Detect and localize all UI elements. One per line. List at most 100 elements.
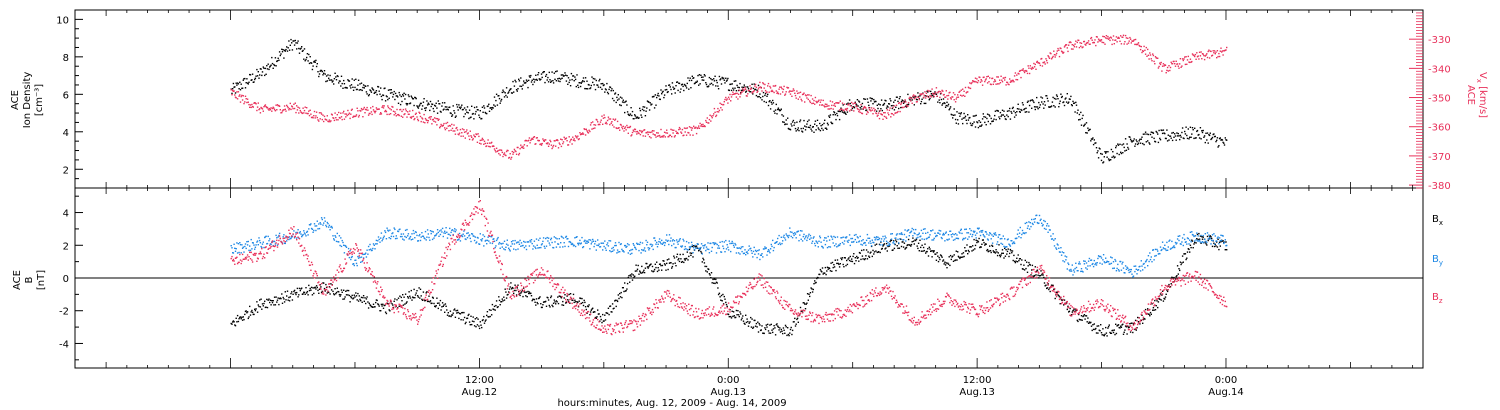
top-point xyxy=(511,150,513,153)
top-point xyxy=(836,114,839,117)
bottom-point xyxy=(399,295,401,297)
bottom-point xyxy=(1063,304,1065,306)
top-point xyxy=(473,106,476,109)
bottom-point xyxy=(428,295,430,297)
top-point xyxy=(1125,37,1128,39)
top-point xyxy=(248,81,250,83)
bottom-point xyxy=(495,304,497,307)
bottom-point xyxy=(849,255,851,258)
top-point xyxy=(629,125,632,128)
bottom-point xyxy=(1218,248,1220,251)
bottom-point xyxy=(477,237,479,239)
top-point xyxy=(535,143,537,145)
bottom-point xyxy=(532,298,535,301)
top-point xyxy=(920,100,923,103)
top-point xyxy=(954,114,956,116)
bottom-point xyxy=(628,275,630,277)
top-point xyxy=(952,96,954,98)
top-point xyxy=(445,108,447,111)
top-point xyxy=(799,96,801,98)
bottom-point xyxy=(525,291,528,293)
top-point xyxy=(276,60,279,62)
bottom-point xyxy=(429,301,431,303)
top-point xyxy=(641,108,644,111)
top-point xyxy=(733,80,735,82)
top-point xyxy=(757,84,760,87)
bottom-point xyxy=(868,256,871,258)
bottom-point xyxy=(355,259,357,261)
bottom-point xyxy=(777,326,780,328)
top-point xyxy=(848,99,851,101)
x-tick-label: Aug.13 xyxy=(711,387,746,398)
bottom-point xyxy=(555,303,557,305)
top-point xyxy=(919,95,921,97)
top-point xyxy=(269,66,271,68)
top-point xyxy=(839,110,841,113)
top-right-tick-label: -330 xyxy=(1428,35,1451,46)
top-point xyxy=(785,91,787,93)
bottom-point xyxy=(374,306,376,308)
bottom-point xyxy=(276,237,278,239)
top-point xyxy=(705,82,707,84)
top-point xyxy=(1003,110,1005,112)
top-point xyxy=(386,96,388,98)
bottom-point xyxy=(708,273,711,275)
top-point xyxy=(420,120,422,123)
top-point xyxy=(990,117,992,120)
bottom-point xyxy=(355,295,358,297)
top-point xyxy=(960,89,962,91)
bottom-point xyxy=(761,325,763,327)
top-point xyxy=(1046,59,1048,62)
bottom-point xyxy=(250,311,252,313)
top-point xyxy=(833,111,835,113)
bottom-point xyxy=(1180,263,1182,266)
top-point xyxy=(294,102,296,104)
bottom-point xyxy=(1036,269,1039,271)
top-point xyxy=(1137,143,1139,146)
top-point xyxy=(495,151,497,153)
top-point xyxy=(491,141,493,144)
bottom-point xyxy=(298,287,301,290)
bottom-point xyxy=(929,248,931,250)
bottom-point xyxy=(443,304,445,306)
top-point xyxy=(364,112,366,114)
top-point xyxy=(1088,43,1091,45)
bottom-point xyxy=(790,326,792,329)
bottom-point xyxy=(1190,246,1192,249)
bottom-point xyxy=(585,308,587,311)
bottom-point xyxy=(453,309,455,311)
bottom-point xyxy=(286,240,288,242)
top-point xyxy=(261,108,264,110)
bottom-point xyxy=(310,286,313,289)
top-point xyxy=(1207,50,1209,53)
top-point xyxy=(764,92,767,95)
top-point xyxy=(1033,62,1035,65)
top-point xyxy=(907,93,909,96)
top-point xyxy=(1074,43,1076,45)
top-point xyxy=(703,74,706,76)
bottom-point xyxy=(344,244,346,247)
top-point xyxy=(1169,66,1172,69)
top-point xyxy=(841,102,844,104)
top-point xyxy=(928,90,930,92)
top-point xyxy=(976,121,979,124)
bottom-point xyxy=(738,315,740,318)
top-point xyxy=(269,65,272,67)
top-point xyxy=(720,107,722,109)
top-point xyxy=(309,56,311,58)
top-point xyxy=(666,88,668,91)
top-point xyxy=(1153,60,1155,63)
bottom-point xyxy=(775,324,777,326)
bottom-point xyxy=(606,312,609,315)
top-point xyxy=(477,133,479,135)
top-point xyxy=(640,114,642,116)
bottom-point xyxy=(1040,270,1042,272)
top-point xyxy=(461,104,463,106)
bottom-point xyxy=(258,305,260,308)
top-point xyxy=(600,119,602,121)
bottom-point xyxy=(310,227,313,230)
top-point xyxy=(572,139,575,141)
bottom-point xyxy=(479,321,481,323)
bottom-point xyxy=(258,237,260,239)
top-point xyxy=(936,95,938,97)
